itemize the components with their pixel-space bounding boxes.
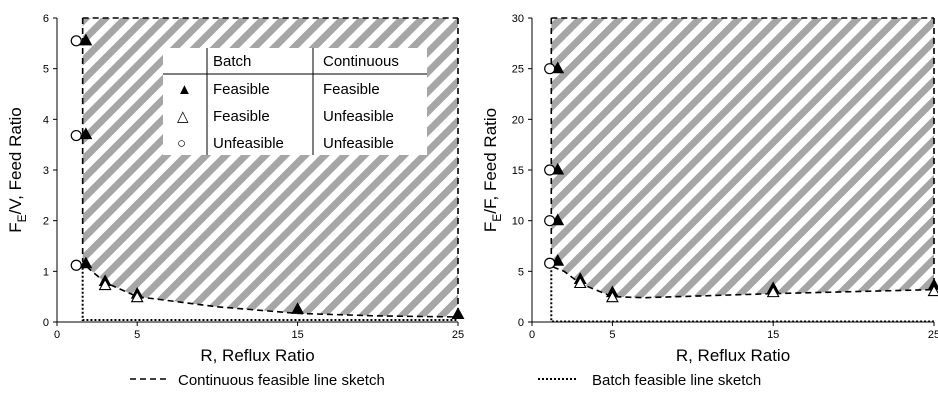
legend-row-3-batch: Unfeasible [213,135,284,152]
y-tick-label: 30 [512,13,524,25]
legend-row-1-symbol: ▲ [177,81,192,98]
batch-legend-label: Batch feasible line sketch [592,372,761,389]
feasible-region [551,18,934,298]
x-tick-label: 5 [134,329,140,341]
x-axis-title: R, Reflux Ratio [676,346,790,365]
y-tick-label: 6 [43,13,49,25]
x-tick-label: 5 [609,329,615,341]
x-tick-label: 15 [767,329,779,341]
point-circle [71,131,81,141]
legend-row-1-batch: Feasible [213,81,270,98]
y-tick-label: 0 [43,317,49,329]
x-tick-label: 0 [54,329,60,341]
right-chart-panel: 0 5 10 15 20 25 30 0 5 15 25 R, Reflux Ratio FE/F, F… [481,13,938,365]
point-circle [545,165,555,175]
y-tick-label: 3 [43,165,49,177]
y-tick-label: 4 [43,114,49,126]
legend-table: Batch Continuous ▲ Feasible Feasible △ F… [163,48,427,155]
x-tick-label: 15 [291,329,303,341]
legend-row-1-continuous: Feasible [323,81,380,98]
legend-row-2-continuous: Unfeasible [323,108,394,125]
y-tick-label: 2 [43,216,49,228]
x-axis-title: R, Reflux Ratio [200,346,314,365]
line-legend: Continuous feasible line sketch Batch fe… [130,372,761,389]
legend-header-continuous: Continuous [323,53,399,70]
x-tick-label: 25 [452,329,464,341]
y-tick-label: 10 [512,216,524,228]
point-circle [545,258,555,268]
y-tick-label: 0 [518,317,524,329]
y-axis-title: FE/F, Feed Ratio [481,108,504,232]
point-circle [71,260,81,270]
point-circle [71,36,81,46]
y-tick-label: 1 [43,266,49,278]
y-axis-title: FE/V, Feed Ratio [6,107,29,233]
legend-row-3-continuous: Unfeasible [323,135,394,152]
x-tick-label: 25 [928,329,938,341]
point-circle [545,64,555,74]
y-tick-label: 20 [512,114,524,126]
legend-row-2-symbol: △ [177,108,189,125]
legend-header-batch: Batch [213,53,251,70]
y-tick-label: 25 [512,64,524,76]
x-tick-label: 0 [529,329,535,341]
legend-row-3-symbol: ○ [177,135,186,152]
y-tick-label: 15 [512,165,524,177]
y-tick-label: 5 [43,64,49,76]
continuous-legend-label: Continuous feasible line sketch [178,372,385,389]
legend-row-2-batch: Feasible [213,108,270,125]
point-circle [545,216,555,226]
y-tick-label: 5 [518,266,524,278]
